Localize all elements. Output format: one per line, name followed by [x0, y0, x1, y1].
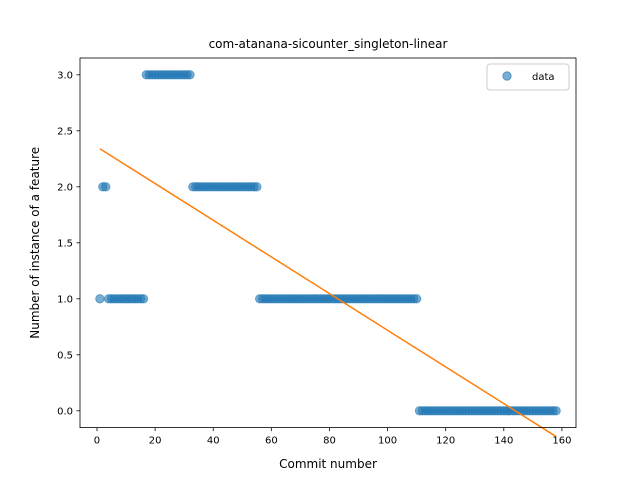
data-point [138, 294, 149, 304]
fit-line [99, 148, 557, 438]
data-point [551, 406, 561, 416]
chart-title: com-atanana-sicounter_singleton-linear [209, 37, 448, 51]
legend-label-data: data [532, 72, 555, 83]
x-tick-label: 100 [378, 436, 397, 447]
x-tick-label: 80 [323, 436, 336, 447]
y-tick-label: 2.0 [57, 182, 73, 193]
data-point [95, 294, 105, 304]
x-tick-label: 60 [265, 436, 278, 447]
plot-area [95, 70, 561, 438]
legend: data [486, 63, 570, 91]
data-point [252, 182, 262, 192]
legend-marker-data [502, 71, 512, 81]
y-tick-label: 0.0 [57, 406, 73, 417]
data-point [411, 294, 422, 304]
y-tick-label: 2.5 [57, 126, 73, 137]
y-tick-label: 0.5 [57, 350, 73, 361]
x-tick-label: 20 [149, 436, 162, 447]
x-tick-label: 160 [552, 436, 571, 447]
data-point [185, 70, 195, 80]
x-axis-label: Commit number [279, 457, 377, 471]
axis-ticks: 0 20 40 60 80 100 120 140 160 0.0 0.5 1.0 1.5 2.0 2.5 3… [57, 70, 571, 446]
x-tick-label: 0 [94, 436, 100, 447]
x-tick-label: 140 [494, 436, 513, 447]
x-tick-label: 120 [436, 436, 455, 447]
y-tick-label: 1.5 [57, 238, 73, 249]
y-tick-label: 3.0 [57, 70, 73, 81]
x-tick-label: 40 [207, 436, 220, 447]
y-tick-label: 1.0 [57, 294, 73, 305]
legend-box [486, 63, 570, 91]
y-axis-label: Number of instance of a feature [28, 147, 42, 339]
data-point [101, 182, 111, 192]
